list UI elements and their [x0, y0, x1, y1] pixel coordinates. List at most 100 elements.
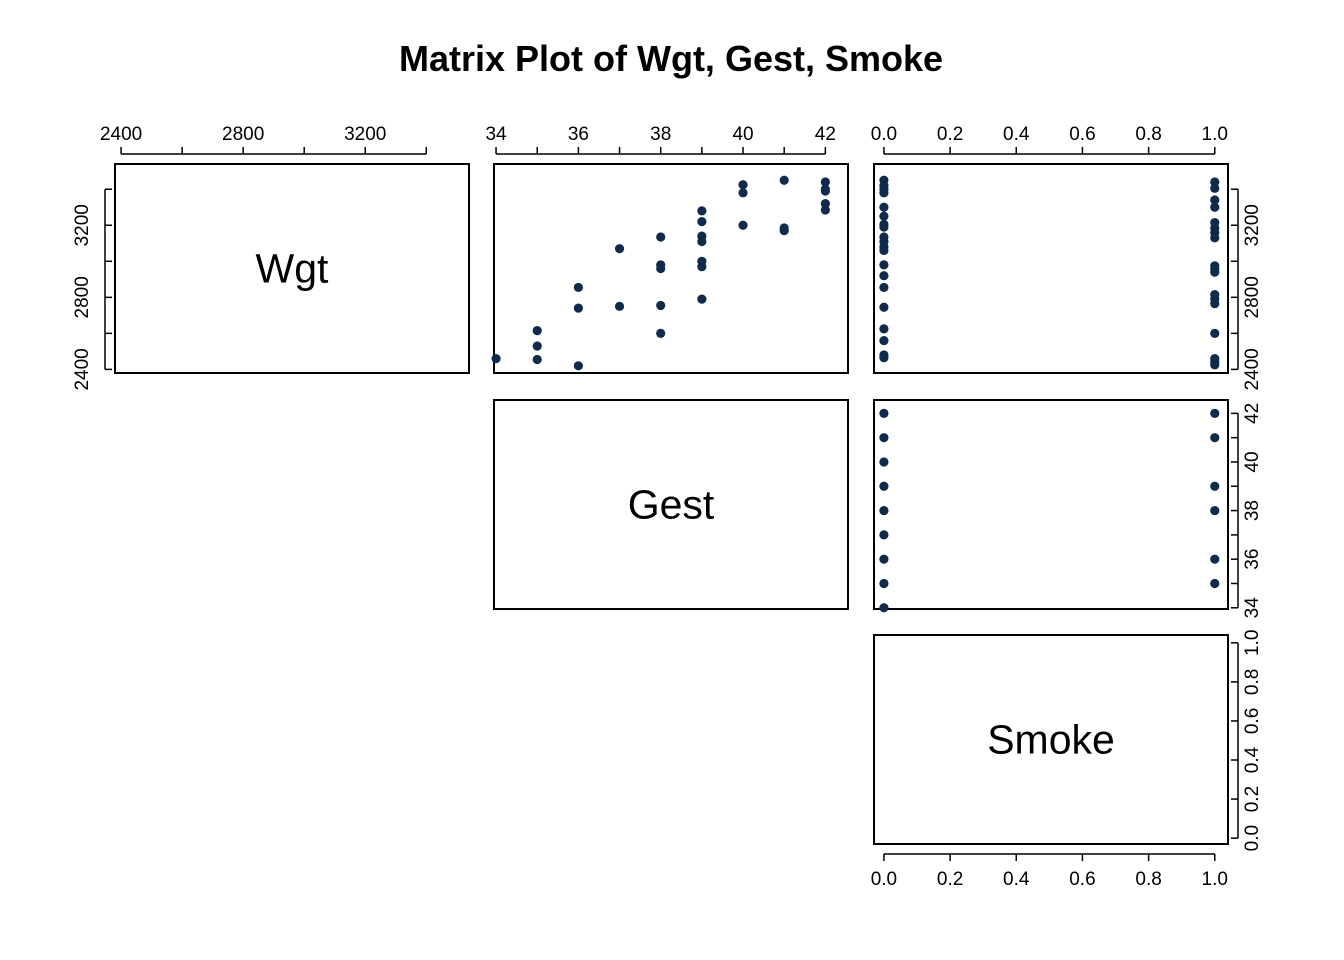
data-point-gest-vs-wgt — [697, 262, 707, 272]
top-tick-label-smoke: 0.2 — [937, 124, 963, 145]
data-point-smoke-vs-wgt — [1210, 233, 1220, 243]
data-point-smoke-vs-wgt — [879, 324, 889, 334]
data-point-smoke-vs-gest — [879, 505, 889, 516]
data-point-gest-vs-wgt — [573, 361, 583, 371]
panel-wgt-diagonal — [114, 163, 470, 374]
left-tick-label-wgt: 2400 — [72, 348, 93, 390]
data-point-smoke-vs-gest — [1210, 481, 1220, 491]
data-point-smoke-vs-wgt — [879, 260, 889, 270]
data-point-gest-vs-wgt — [779, 223, 789, 233]
data-point-gest-vs-wgt — [820, 205, 830, 215]
panel-gest-diagonal — [493, 399, 849, 610]
top-tick-label-gest: 36 — [568, 124, 589, 145]
data-point-gest-vs-wgt — [614, 244, 625, 254]
data-point-smoke-vs-wgt — [879, 202, 889, 212]
panel-smoke-vs-gest — [873, 399, 1229, 610]
data-point-gest-vs-wgt — [738, 188, 748, 198]
left-tick-label-wgt: 2800 — [72, 276, 93, 318]
top-tick-label-gest: 40 — [732, 124, 753, 145]
right-tick-label-wgt: 3200 — [1242, 204, 1263, 246]
left-tick-label-wgt: 3200 — [72, 204, 93, 246]
data-point-smoke-vs-wgt — [1210, 328, 1220, 338]
data-point-gest-vs-wgt — [820, 186, 830, 196]
data-point-gest-vs-wgt — [820, 199, 830, 209]
data-point-smoke-vs-gest — [879, 408, 889, 418]
right-tick-label-smoke: 0.4 — [1242, 746, 1263, 773]
top-tick-label-smoke: 0.8 — [1135, 124, 1161, 145]
data-point-smoke-vs-gest — [879, 457, 889, 467]
data-point-gest-vs-wgt — [697, 206, 707, 216]
data-point-smoke-vs-wgt — [879, 353, 889, 363]
right-tick-label-smoke: 0.0 — [1242, 825, 1263, 851]
data-point-smoke-vs-wgt — [879, 211, 889, 221]
data-point-smoke-vs-gest — [1210, 505, 1220, 516]
data-point-gest-vs-wgt — [532, 341, 542, 351]
bottom-tick-label-smoke: 1.0 — [1202, 869, 1228, 890]
right-tick-label-gest: 38 — [1242, 500, 1263, 521]
data-point-smoke-vs-wgt — [1210, 195, 1220, 205]
data-point-gest-vs-wgt — [614, 301, 625, 311]
panel-grid: Wgt Gest Smoke 2400 2800 3200 34 36 38 40 42 0.0 0.2… — [72, 124, 1263, 890]
right-tick-label-wgt: 2400 — [1242, 348, 1263, 390]
chart-title: Matrix Plot of Wgt, Gest, Smoke — [399, 38, 943, 79]
bottom-tick-label-smoke: 0.4 — [1003, 869, 1030, 890]
panel-smoke-diagonal — [873, 634, 1229, 845]
data-point-smoke-vs-wgt — [879, 335, 889, 346]
top-tick-label-smoke: 0.6 — [1069, 124, 1095, 145]
data-point-smoke-vs-wgt — [1210, 360, 1220, 370]
top-tick-label-smoke: 1.0 — [1202, 124, 1228, 145]
right-tick-label-gest: 40 — [1242, 451, 1263, 472]
right-tick-label-wgt: 2800 — [1242, 276, 1263, 318]
data-point-smoke-vs-gest — [879, 578, 889, 589]
data-point-smoke-vs-wgt — [1210, 177, 1220, 187]
right-tick-label-smoke: 0.8 — [1242, 669, 1263, 695]
data-point-gest-vs-wgt — [738, 220, 748, 230]
bottom-tick-label-smoke: 0.8 — [1135, 869, 1161, 890]
bottom-tick-label-smoke: 0.6 — [1069, 869, 1095, 890]
data-point-smoke-vs-wgt — [1210, 267, 1220, 277]
top-tick-label-smoke: 0.0 — [871, 124, 897, 145]
data-point-gest-vs-wgt — [820, 177, 830, 187]
data-point-smoke-vs-wgt — [879, 188, 889, 198]
data-point-smoke-vs-wgt — [1210, 202, 1220, 212]
data-point-smoke-vs-gest — [1210, 554, 1220, 564]
right-tick-label-gest: 34 — [1242, 597, 1263, 619]
data-point-gest-vs-wgt — [491, 353, 501, 364]
data-point-smoke-vs-wgt — [879, 302, 889, 312]
right-tick-label-smoke: 0.2 — [1242, 786, 1263, 812]
data-point-gest-vs-wgt — [656, 232, 666, 242]
data-point-gest-vs-wgt — [697, 236, 707, 247]
data-point-smoke-vs-wgt — [879, 222, 889, 232]
data-point-gest-vs-wgt — [532, 326, 542, 336]
top-tick-label-gest: 38 — [650, 124, 671, 145]
data-point-smoke-vs-wgt — [1210, 299, 1220, 309]
data-point-gest-vs-wgt — [697, 294, 707, 304]
data-point-smoke-vs-gest — [879, 530, 889, 540]
data-point-smoke-vs-wgt — [879, 245, 889, 256]
data-point-smoke-vs-gest — [879, 433, 889, 443]
right-tick-label-smoke: 0.6 — [1242, 708, 1263, 734]
data-point-smoke-vs-gest — [879, 603, 889, 613]
data-point-smoke-vs-wgt — [879, 282, 889, 293]
top-tick-label-wgt: 3200 — [344, 124, 386, 145]
diagonal-label-gest: Gest — [628, 482, 715, 528]
top-tick-label-wgt: 2400 — [100, 124, 142, 145]
panel-smoke-vs-wgt — [873, 163, 1229, 374]
data-point-smoke-vs-gest — [1210, 433, 1220, 443]
data-point-gest-vs-wgt — [532, 354, 542, 365]
data-point-gest-vs-wgt — [656, 300, 666, 311]
bottom-tick-label-smoke: 0.2 — [937, 869, 963, 890]
top-tick-label-gest: 42 — [815, 124, 836, 145]
data-point-smoke-vs-gest — [1210, 578, 1220, 589]
data-point-gest-vs-wgt — [697, 217, 707, 227]
right-tick-label-smoke: 1.0 — [1242, 630, 1263, 656]
data-point-gest-vs-wgt — [573, 282, 583, 293]
data-point-smoke-vs-gest — [1210, 408, 1220, 418]
data-point-gest-vs-wgt — [738, 180, 748, 190]
diagonal-label-wgt: Wgt — [256, 246, 330, 292]
diagonal-label-smoke: Smoke — [987, 717, 1115, 763]
bottom-tick-label-smoke: 0.0 — [871, 869, 897, 890]
top-tick-label-smoke: 0.4 — [1003, 124, 1030, 145]
top-tick-label-gest: 34 — [485, 124, 507, 145]
data-point-gest-vs-wgt — [779, 175, 789, 185]
